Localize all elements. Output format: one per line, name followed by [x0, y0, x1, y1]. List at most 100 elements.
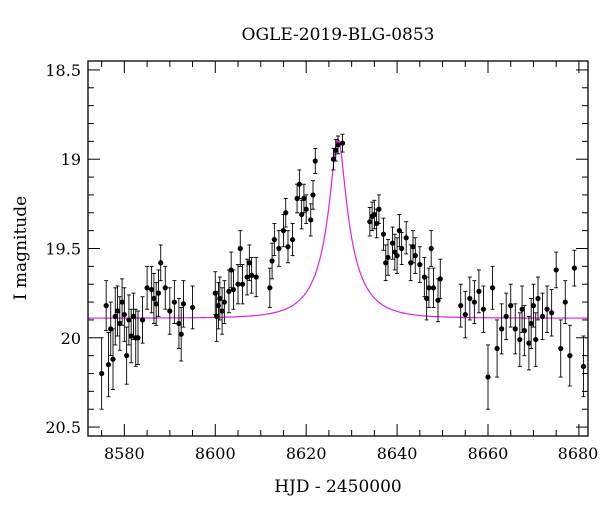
plot-frame [87, 60, 589, 437]
data-point [396, 214, 402, 248]
point-marker [330, 156, 337, 162]
y-tick-label: 18.5 [45, 61, 81, 80]
data-point [289, 223, 296, 257]
data-point [535, 276, 541, 321]
point-marker [119, 299, 125, 305]
point-marker [235, 281, 241, 287]
point-marker [424, 295, 430, 302]
data-point [237, 230, 243, 267]
point-marker [503, 313, 509, 319]
data-point [417, 246, 423, 283]
data-point [230, 269, 237, 310]
data-point [296, 169, 302, 199]
point-marker [128, 333, 134, 339]
data-point [562, 280, 568, 324]
point-marker [467, 295, 473, 302]
point-marker [280, 228, 287, 234]
point-marker [374, 220, 380, 227]
point-marker [294, 195, 300, 202]
point-marker [151, 295, 157, 302]
point-marker [267, 285, 273, 291]
point-marker [158, 260, 164, 266]
point-marker [239, 281, 246, 287]
data-point [176, 298, 182, 349]
point-marker [155, 290, 162, 296]
ticks-layer [88, 61, 588, 436]
data-point [151, 273, 157, 324]
point-marker [135, 335, 141, 341]
point-marker [428, 245, 434, 252]
point-marker [214, 313, 220, 319]
point-marker [339, 140, 346, 146]
model-curve [88, 137, 588, 319]
data-point [392, 233, 398, 271]
data-point [389, 226, 396, 260]
point-marker [380, 231, 387, 237]
data-point [162, 265, 168, 310]
data-point [189, 285, 196, 330]
data-point [167, 287, 173, 335]
data-point [430, 267, 437, 308]
point-marker [489, 285, 496, 291]
point-marker [421, 274, 427, 280]
point-marker [226, 288, 232, 294]
point-marker [517, 336, 523, 343]
point-marker [103, 303, 109, 309]
data-point [503, 292, 509, 341]
data-point [303, 194, 309, 224]
point-marker [217, 295, 223, 302]
point-marker [399, 245, 405, 252]
data-point [339, 133, 346, 153]
data-point [428, 230, 434, 267]
point-marker [396, 228, 402, 234]
data-point [489, 265, 496, 310]
point-marker [426, 285, 432, 291]
point-marker [215, 303, 222, 309]
point-marker [512, 326, 518, 332]
x-tick-label: 8620 [286, 444, 327, 463]
data-point [553, 251, 559, 289]
point-marker [389, 240, 396, 246]
data-point [271, 223, 277, 257]
data-point [144, 265, 150, 310]
point-marker [558, 345, 564, 352]
point-marker [521, 328, 527, 334]
point-marker [269, 258, 275, 264]
point-marker [571, 265, 577, 271]
point-marker [508, 303, 514, 309]
data-point [108, 301, 114, 357]
point-marker [430, 285, 437, 291]
point-marker [221, 299, 227, 305]
data-point [253, 256, 259, 298]
data-point [283, 198, 289, 228]
x-tick-label: 8660 [468, 444, 509, 463]
data-point [517, 312, 523, 367]
data-point [403, 221, 409, 255]
data-point [385, 239, 391, 276]
point-marker [99, 370, 105, 377]
point-marker [544, 306, 550, 312]
point-marker [303, 206, 309, 212]
point-marker [167, 308, 173, 314]
point-marker [533, 336, 539, 343]
point-marker [144, 285, 150, 291]
data-point [99, 337, 105, 410]
data-point [412, 237, 418, 274]
point-marker [108, 326, 114, 332]
data-point [408, 244, 414, 282]
point-marker [549, 310, 555, 316]
data-point [228, 251, 234, 289]
data-point [239, 264, 246, 305]
model-layer [88, 137, 588, 319]
y-tick-labels: 18.5 19 19.5 20 20.5 [45, 61, 81, 437]
point-marker [437, 276, 443, 282]
point-marker [253, 274, 259, 280]
point-marker [528, 320, 534, 327]
point-marker [244, 274, 250, 280]
data-point [508, 283, 514, 328]
data-point [399, 231, 405, 266]
point-marker [394, 253, 400, 259]
point-marker [149, 286, 155, 293]
point-marker [553, 267, 559, 273]
point-marker [567, 353, 573, 359]
